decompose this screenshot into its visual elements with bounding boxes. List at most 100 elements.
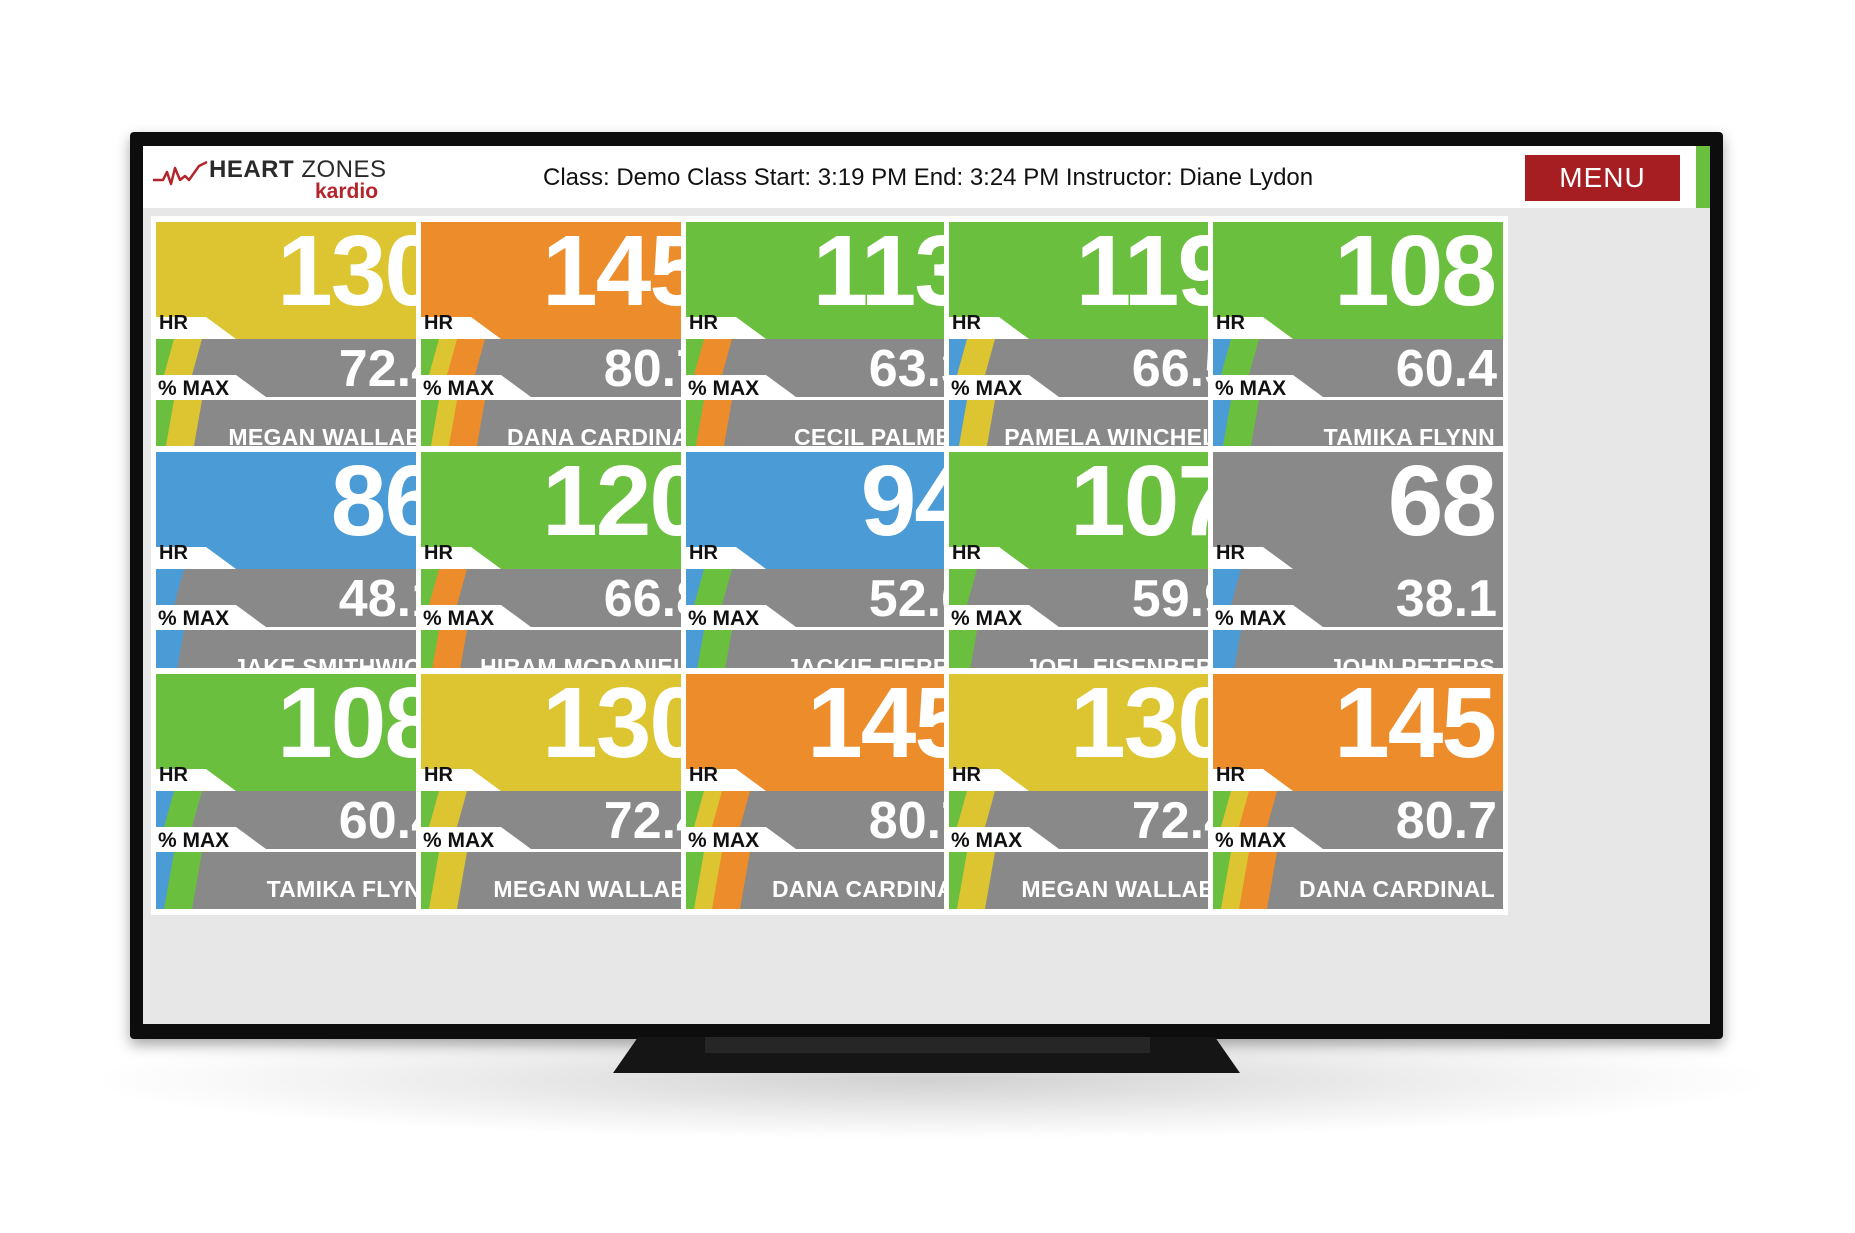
header-bar: HEART ZONES kardio Class: Demo Class Sta… — [143, 146, 1710, 208]
tile-body: 108 HR 60.4 % MAX TAMIKA FLYNN — [156, 668, 446, 909]
hr-label: HR — [159, 542, 188, 564]
zone-history-stripes — [156, 852, 202, 909]
percent-max-label: % MAX — [423, 377, 495, 397]
zone-history-stripes — [421, 400, 485, 457]
percent-max-background — [949, 791, 1239, 849]
zone-color-block — [156, 222, 446, 339]
hr-label: HR — [1216, 542, 1245, 564]
heart-rate-value: 108 — [277, 667, 440, 779]
participant-tile: 145 HR 80.7 % MAX DANA CARDINAL — [1208, 668, 1508, 915]
participant-name: PAMELA WINCHELL — [1004, 424, 1231, 450]
hr-label: HR — [689, 764, 718, 786]
heart-rate-value: 119 — [1075, 215, 1233, 327]
percent-max-band: 66.8 % MAX — [421, 569, 711, 627]
percent-max-label: % MAX — [158, 607, 230, 627]
name-band: MEGAN WALLABY — [421, 852, 711, 909]
participant-tile: 108 HR 60.4 % MAX TAMIKA FLYNN — [1208, 216, 1508, 463]
participant-tile: 94 HR 52.6 % MAX JACKIE FIERRO — [681, 446, 981, 693]
hr-label: HR — [424, 764, 453, 786]
tile-body: 130 HR 72.4 % MAX MEGAN WALLABY — [421, 668, 711, 909]
percent-max-band: 80.7 % MAX — [1213, 791, 1503, 849]
heart-rate-band: 119 HR — [949, 216, 1239, 339]
name-band: TAMIKA FLYNN — [156, 852, 446, 909]
percent-max-label: % MAX — [951, 829, 1023, 849]
hr-label: HR — [424, 542, 453, 564]
percent-max-label: % MAX — [688, 377, 760, 397]
tile-body: 119 HR 66.5 % MAX PAMELA WINCHELL — [949, 216, 1239, 457]
heart-rate-band: 120 HR — [421, 446, 711, 569]
participant-tile: 130 HR 72.4 % MAX MEGAN WALLABY — [416, 668, 716, 915]
participant-tile: 145 HR 80.7 % MAX DANA CARDINAL — [416, 216, 716, 463]
heart-rate-band: 145 HR — [421, 216, 711, 339]
participant-tile: 120 HR 66.8 % MAX HIRAM MCDANIELS — [416, 446, 716, 693]
percent-max-label: % MAX — [1215, 377, 1287, 397]
percent-max-band: 66.5 % MAX — [949, 339, 1239, 397]
hr-label: HR — [1216, 312, 1245, 334]
class-info: Class: Demo Class Start: 3:19 PM End: 3:… — [543, 164, 1314, 191]
percent-max-background — [949, 569, 1239, 627]
hr-label: HR — [689, 542, 718, 564]
percent-max-label: % MAX — [1215, 607, 1287, 627]
heart-rate-band: 86 HR — [156, 446, 446, 569]
participant-tile: 145 HR 80.7 % MAX DANA CARDINAL — [681, 668, 981, 915]
percent-max-label: % MAX — [158, 829, 230, 849]
tile-body: 145 HR 80.7 % MAX DANA CARDINAL — [1213, 668, 1503, 909]
percent-max-background — [686, 791, 976, 849]
heart-rate-band: 108 HR — [156, 668, 446, 791]
zone-color-block — [156, 452, 446, 569]
zone-color-block — [156, 674, 446, 791]
participant-name: MEGAN WALLABY — [493, 876, 703, 902]
tv-stand-top — [705, 1037, 1150, 1053]
percent-max-band: 80.7 % MAX — [686, 791, 976, 849]
heart-rate-band: 145 HR — [686, 668, 976, 791]
heart-rate-band: 130 HR — [156, 216, 446, 339]
tile-body: 130 HR 72.4 % MAX MEGAN WALLABY — [156, 216, 446, 457]
heart-rate-band: 108 HR — [1213, 216, 1503, 339]
participant-name: TAMIKA FLYNN — [1323, 424, 1495, 450]
percent-max-background — [156, 569, 446, 627]
zone-history-stripes — [949, 400, 995, 457]
tile-body: 130 HR 72.4 % MAX MEGAN WALLABY — [949, 668, 1239, 909]
percent-max-label: % MAX — [688, 829, 760, 849]
zone-color-block — [421, 452, 711, 569]
heart-rate-band: 145 HR — [1213, 668, 1503, 791]
percent-max-value: 80.7 — [1395, 792, 1497, 849]
percent-max-background — [686, 569, 976, 627]
heart-rate-band: 113 HR — [686, 216, 976, 339]
percent-max-value: 38.1 — [1395, 570, 1497, 627]
name-band: DANA CARDINAL — [1213, 852, 1503, 909]
zone-history-stripes — [156, 400, 202, 457]
percent-max-band: 72.4 % MAX — [156, 339, 446, 397]
participant-name: DANA CARDINAL — [507, 424, 703, 450]
logo-subtitle: kardio — [315, 180, 379, 203]
hr-label: HR — [159, 764, 188, 786]
percent-max-band: 60.4 % MAX — [156, 791, 446, 849]
hr-label: HR — [159, 312, 188, 334]
percent-max-band: 72.4 % MAX — [949, 791, 1239, 849]
name-band: MEGAN WALLABY — [949, 852, 1239, 909]
participant-tile: 86 HR 48.1 % MAX JAKE SMITHWICK — [151, 446, 451, 693]
heart-rate-value: 113 — [812, 215, 970, 327]
hr-label: HR — [952, 542, 981, 564]
percent-max-label: % MAX — [423, 829, 495, 849]
participant-name: MEGAN WALLABY — [1021, 876, 1231, 902]
zone-history-stripes — [421, 852, 467, 909]
zone-history-stripes — [1213, 400, 1259, 457]
participant-tile: 107 HR 59.9 % MAX JOEL EISENBERG — [944, 446, 1244, 693]
zone-color-block — [686, 674, 976, 791]
percent-max-band: 80.7 % MAX — [421, 339, 711, 397]
heart-rate-band: 107 HR — [949, 446, 1239, 569]
percent-max-background — [949, 339, 1239, 397]
percent-max-label: % MAX — [951, 607, 1023, 627]
tile-body: 113 HR 63.3 % MAX CECIL PALMER — [686, 216, 976, 457]
hr-label: HR — [424, 312, 453, 334]
percent-max-label: % MAX — [688, 607, 760, 627]
zone-color-block — [949, 674, 1239, 791]
participant-tile: 130 HR 72.4 % MAX MEGAN WALLABY — [151, 216, 451, 463]
menu-button[interactable]: MENU — [1525, 155, 1680, 201]
percent-max-background — [1213, 791, 1503, 849]
zone-color-block — [1213, 452, 1503, 569]
tile-body: 86 HR 48.1 % MAX JAKE SMITHWICK — [156, 446, 446, 687]
percent-max-background — [421, 339, 711, 397]
percent-max-band: 63.3 % MAX — [686, 339, 976, 397]
